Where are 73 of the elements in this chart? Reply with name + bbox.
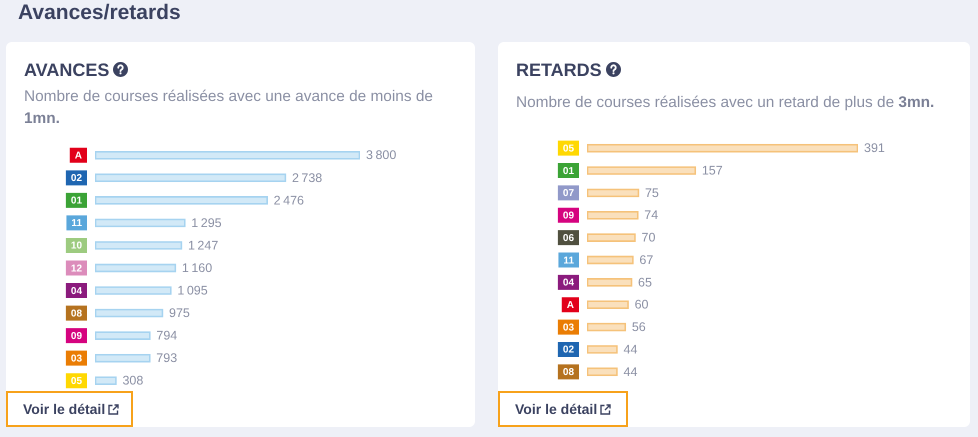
data-label: 793 bbox=[156, 351, 178, 366]
bar bbox=[587, 322, 626, 332]
data-label: 157 bbox=[702, 164, 723, 178]
y-tick-label: 07 bbox=[562, 188, 574, 200]
bar bbox=[95, 196, 268, 205]
detail-button: Voir le détail bbox=[498, 391, 628, 427]
bar bbox=[95, 241, 182, 250]
bar bbox=[95, 376, 117, 386]
chart-subtitle: Nombre de courses réalisées avec un retard de plus de 3mn. bbox=[516, 94, 934, 111]
data-label: 65 bbox=[638, 275, 652, 290]
y-tick-label: 11 bbox=[71, 218, 82, 230]
bar bbox=[587, 210, 639, 220]
bar bbox=[587, 256, 634, 264]
y-tick-label: 05 bbox=[562, 143, 574, 154]
y-tick-label: 06 bbox=[562, 232, 574, 244]
data-label: 391 bbox=[864, 141, 885, 156]
y-tick-label: 01 bbox=[562, 166, 574, 177]
y-tick-label: 04 bbox=[70, 286, 82, 297]
y-tick-label: 12 bbox=[70, 263, 82, 274]
chart-title: AVANCES bbox=[24, 60, 110, 80]
y-tick-label: 03 bbox=[70, 353, 82, 364]
bar bbox=[95, 354, 151, 363]
data-label: 2 476 bbox=[274, 193, 304, 208]
y-tick-label: 10 bbox=[70, 240, 82, 252]
data-label: 1 295 bbox=[191, 216, 222, 230]
bar bbox=[95, 150, 360, 160]
data-label: 1 160 bbox=[182, 260, 212, 275]
y-tick-label: 09 bbox=[562, 210, 574, 222]
bar bbox=[587, 345, 618, 354]
bar bbox=[95, 218, 186, 228]
chart-subtitle: Nombre de courses réalisées avec une avance de moins de 1mn. bbox=[24, 88, 433, 127]
data-label: 74 bbox=[644, 208, 658, 222]
text: Avances/retards bbox=[18, 1, 181, 25]
y-tick-label: 03 bbox=[562, 322, 574, 334]
data-label: 70 bbox=[642, 230, 656, 245]
data-label: 1 095 bbox=[177, 284, 208, 298]
y-tick-label: 05 bbox=[70, 376, 82, 387]
bar bbox=[587, 300, 629, 310]
data-label: 56 bbox=[632, 320, 646, 334]
bar bbox=[95, 286, 172, 295]
data-label: 975 bbox=[168, 306, 190, 320]
y-tick-label: 08 bbox=[562, 367, 574, 378]
data-label: 75 bbox=[644, 186, 659, 200]
bar bbox=[95, 331, 151, 340]
y-tick-label: 08 bbox=[70, 308, 82, 320]
bar bbox=[587, 166, 696, 175]
data-label: 44 bbox=[623, 364, 638, 379]
y-tick-label: 04 bbox=[562, 278, 574, 289]
data-label: 60 bbox=[634, 298, 649, 312]
y-tick-label: A bbox=[74, 150, 82, 162]
y-tick-label: 09 bbox=[70, 330, 82, 342]
bar bbox=[587, 144, 858, 153]
bar bbox=[95, 173, 286, 182]
y-tick-label: 02 bbox=[70, 173, 82, 184]
data-label: 308 bbox=[122, 374, 144, 388]
y-tick-label: 01 bbox=[70, 196, 82, 207]
y-tick-label: A bbox=[566, 300, 574, 311]
bar bbox=[587, 278, 632, 287]
detail-button: Voir le détail bbox=[6, 391, 133, 427]
y-tick-label: 02 bbox=[562, 344, 574, 356]
data-label: 44 bbox=[623, 342, 638, 356]
bar bbox=[95, 308, 164, 318]
data-label: 794 bbox=[156, 328, 178, 343]
bar bbox=[587, 367, 618, 376]
data-label: 2 738 bbox=[292, 170, 322, 185]
bar bbox=[587, 188, 640, 198]
bar bbox=[587, 233, 636, 242]
bar bbox=[95, 264, 176, 272]
data-label: 67 bbox=[639, 252, 654, 267]
chart-title: RETARDS bbox=[516, 60, 602, 80]
data-label: 1 247 bbox=[188, 238, 218, 252]
data-label: 3 800 bbox=[366, 148, 396, 162]
y-tick-label: 11 bbox=[563, 255, 574, 266]
